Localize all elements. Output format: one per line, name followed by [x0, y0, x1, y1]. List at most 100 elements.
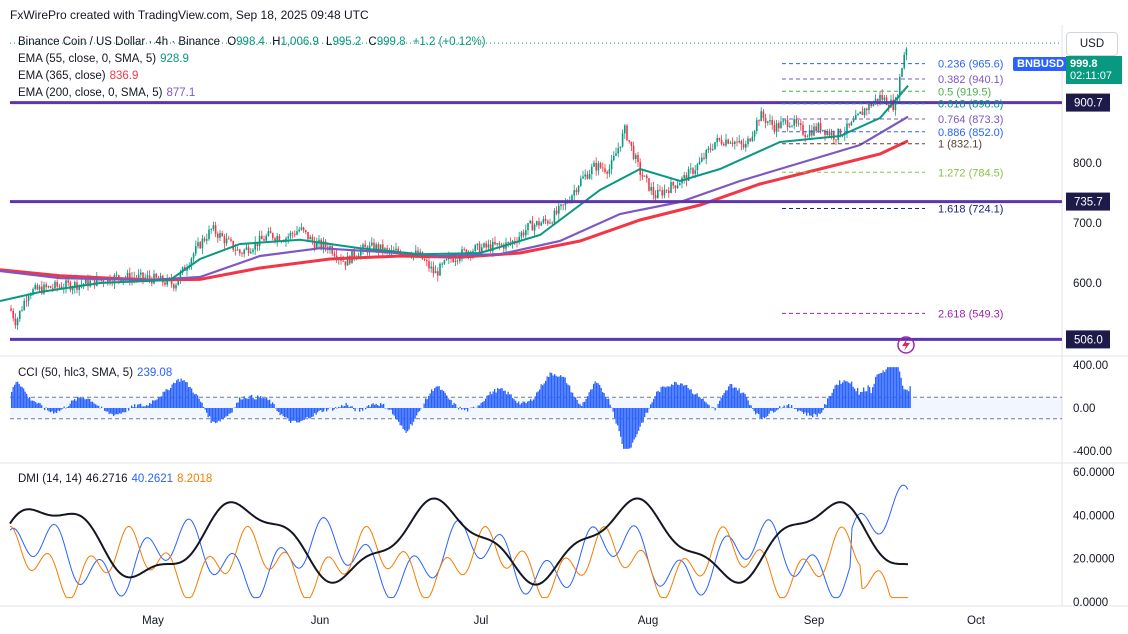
candle-body	[751, 136, 754, 142]
candle-body	[525, 230, 527, 236]
cci-bar	[558, 376, 560, 408]
cci-bar	[404, 408, 406, 431]
candle-body	[322, 241, 325, 249]
candle-body	[718, 138, 721, 141]
cci-bar	[366, 406, 368, 408]
candle-body	[551, 222, 553, 224]
cci-bar	[528, 400, 530, 408]
cci-bar	[90, 401, 92, 408]
cci-bar	[429, 393, 431, 408]
cci-bar	[270, 403, 272, 408]
candle-body	[575, 190, 578, 193]
cci-bar	[278, 408, 280, 413]
dmi-tick-label: 20.0000	[1073, 554, 1115, 566]
dmi-legend[interactable]: DMI (14, 14) 46.2716 40.2621 8.2018	[18, 473, 216, 485]
cci-bar	[266, 397, 268, 408]
cci-bar	[219, 408, 221, 422]
cci-bar	[729, 383, 731, 408]
candle-body	[835, 139, 837, 141]
cci-bar	[662, 386, 664, 408]
cci-bar	[516, 403, 518, 408]
cci-bar	[98, 405, 100, 408]
symbol-title: Binance Coin / US Dollar · 4h · Binance	[18, 36, 220, 48]
cci-bar	[20, 386, 22, 408]
cci-bar	[35, 402, 37, 408]
ema200-legend[interactable]: EMA (200, close, 0, SMA, 5) 877.1	[18, 87, 199, 99]
adx-line	[9, 497, 909, 586]
cci-bar	[846, 381, 848, 408]
cci-bar	[114, 408, 116, 415]
cci-legend[interactable]: CCI (50, hlc3, SMA, 5) 239.08	[18, 367, 176, 379]
cci-bar	[570, 392, 572, 408]
cci-bar	[210, 408, 212, 424]
cci-bar	[861, 391, 863, 408]
cci-bar	[372, 403, 374, 408]
candle-body	[107, 277, 109, 284]
cci-bar	[240, 399, 242, 408]
cci-bar	[371, 404, 373, 408]
cci-bar	[284, 408, 286, 418]
cci-bar	[248, 398, 250, 408]
cci-bar	[615, 408, 617, 424]
cci-bar	[50, 408, 52, 413]
candle-body	[357, 255, 360, 257]
candle-body	[494, 241, 496, 245]
candle-body	[830, 132, 833, 136]
cci-bar	[413, 408, 415, 422]
cci-bar	[120, 408, 122, 414]
cci-bar	[36, 403, 38, 408]
candle-body	[214, 225, 217, 234]
currency-button[interactable]: USD	[1066, 32, 1118, 56]
candle-body	[300, 227, 303, 230]
candle-body	[654, 195, 657, 199]
cci-bar	[143, 406, 145, 408]
cci-bar	[810, 408, 812, 416]
cci-bar	[776, 408, 778, 411]
cci-bar	[444, 392, 446, 408]
cci-bar	[251, 394, 253, 408]
cci-bar	[309, 408, 311, 419]
cci-bar	[629, 408, 631, 449]
ema365-legend[interactable]: EMA (365, close) 836.9	[18, 70, 142, 82]
cci-bar	[593, 383, 595, 408]
cci-bar	[620, 408, 622, 437]
level-badge	[1066, 330, 1110, 349]
cci-bar	[258, 397, 260, 408]
candle-body	[230, 239, 232, 241]
candle-body	[679, 183, 681, 186]
cci-bar	[119, 408, 121, 414]
candle-body	[637, 155, 639, 162]
cci-bar	[80, 397, 82, 408]
candle-body	[507, 242, 509, 244]
cci-bar	[383, 403, 385, 408]
ema55-legend[interactable]: EMA (55, close, 0, SMA, 5) 928.9	[18, 53, 193, 65]
cci-bar	[245, 398, 247, 408]
cci-bar	[281, 408, 283, 415]
candle-body	[443, 260, 446, 264]
symbol-badge[interactable]: BNBUSD	[1013, 57, 1069, 71]
cci-bar	[681, 383, 683, 408]
cci-bar	[155, 400, 157, 408]
candle-body	[742, 144, 745, 148]
cci-bar	[552, 375, 554, 408]
fib-level-label: 2.618 (549.3)	[938, 308, 1003, 320]
candle-body	[311, 236, 314, 242]
cci-bar	[177, 378, 179, 408]
price-badge: 999.8 02:11:07	[1066, 56, 1122, 84]
cci-bar	[225, 408, 227, 417]
cci-bar	[582, 402, 584, 408]
cci-bar	[335, 407, 337, 408]
candle-body	[597, 163, 600, 171]
candle-body	[881, 94, 883, 100]
cci-label: CCI (50, hlc3, SMA, 5)	[18, 367, 134, 379]
candle-body	[232, 240, 234, 250]
cci-bar	[704, 401, 706, 408]
candle-body	[536, 221, 538, 225]
cci-bar	[591, 389, 593, 408]
cci-bar	[899, 371, 901, 408]
candle-body	[12, 310, 14, 319]
cci-bar	[642, 408, 644, 423]
cci-bar	[26, 393, 28, 408]
cci-bar	[855, 391, 857, 408]
